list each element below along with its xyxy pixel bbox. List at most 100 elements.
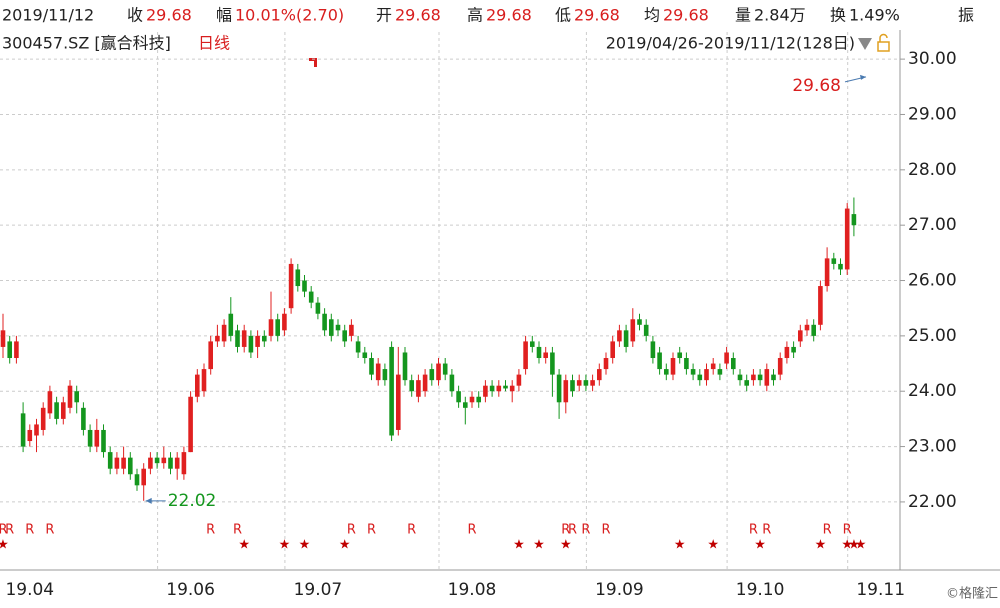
y-tick-label: 30.00 [908,49,957,69]
candle-body [737,374,743,381]
candle-body [255,335,260,347]
candle-body [40,407,46,430]
r-marker: R [568,523,577,538]
star-marker: ★ [299,538,311,553]
candle-body [128,457,133,475]
candle-body [724,352,729,364]
candle-body [597,369,602,381]
candle-body [302,280,307,292]
star-marker: ★ [855,538,867,553]
candle-body [798,330,803,342]
candle-body [282,313,287,331]
candle-body [677,352,682,359]
field-label: 均 [644,6,660,25]
low-arrowhead [145,497,152,504]
top-marker [309,58,317,67]
candle-body [308,291,314,303]
candle-body [335,324,341,331]
period: 日线 [198,34,230,53]
field-label: 换 [830,6,846,25]
r-marker: R [467,523,476,538]
stock-name: 300457.SZ [赢合科技] [2,34,171,53]
candle-body [389,346,394,436]
date: 2019/11/12 [2,6,94,25]
candle-body [704,369,709,381]
r-marker: R [347,523,356,538]
dropdown-icon[interactable] [858,38,872,50]
candle-body [288,263,294,309]
star-marker: ★ [513,538,525,553]
candle-body [791,346,796,353]
r-marker: R [25,523,34,538]
candle-body [148,457,153,469]
candle-body [844,208,850,270]
r-marker: R [0,523,8,538]
lock-body [877,41,890,52]
candle-body [322,313,327,331]
candle-body [114,457,120,469]
candle-body [396,374,401,430]
candle-body [684,358,689,370]
candle-body [496,385,502,392]
r-marker: R [581,523,590,538]
candle-body [476,396,481,403]
candle-body [824,258,830,287]
lock-icon[interactable] [877,33,890,52]
candle-body [643,324,649,336]
lock-shackle [879,33,888,42]
candle-body [181,452,187,475]
candle-body [154,457,160,464]
candle-body [87,429,93,447]
field-value: 2.84万 [754,6,806,25]
candle-body [342,330,347,342]
candle-body [121,457,126,469]
candle-body [81,407,86,430]
candle-body [14,341,19,359]
star-marker: ★ [339,538,351,553]
candle-body [757,374,763,381]
watermark: ©格隆汇 [946,586,998,602]
candle-body [355,341,361,353]
candle-body [777,358,783,375]
candle-body [710,363,716,370]
candle-body [509,385,515,392]
candle-body [74,391,79,403]
candle-body [61,402,66,419]
candle-body [851,214,857,226]
low-price-label: 22.02 [168,491,217,511]
candle-body [623,330,629,347]
r-marker: R [762,523,771,538]
candle-body [516,374,522,386]
r-marker: R [233,523,242,538]
star-marker: ★ [279,538,291,553]
candle-body [650,341,656,359]
star-marker: ★ [848,538,860,553]
candle-body [489,385,495,392]
star-marker: ★ [560,538,572,553]
field-label: 高 [467,6,483,25]
r-marker: R [5,523,14,538]
candle-body [811,324,816,336]
candle-body [804,324,810,331]
candle-body [831,258,837,264]
candle-body [818,286,823,325]
star-marker: ★ [815,538,827,553]
candle-body [744,380,749,386]
candle-body [838,263,843,270]
star-marker: ★ [238,538,250,553]
candle-body [469,396,475,403]
x-tick-label: 19.11 [856,580,905,600]
candle-body [362,352,368,359]
candle-body [550,352,555,375]
y-tick-label: 25.00 [908,326,957,346]
r-marker: R [601,523,610,538]
candle-body [563,380,569,403]
candle-body [751,374,756,381]
r-marker: R [367,523,376,538]
candle-body [422,374,428,392]
y-tick-label: 24.00 [908,381,957,401]
candle-body [630,319,636,342]
candle-body [530,341,535,347]
candle-body [697,374,703,381]
